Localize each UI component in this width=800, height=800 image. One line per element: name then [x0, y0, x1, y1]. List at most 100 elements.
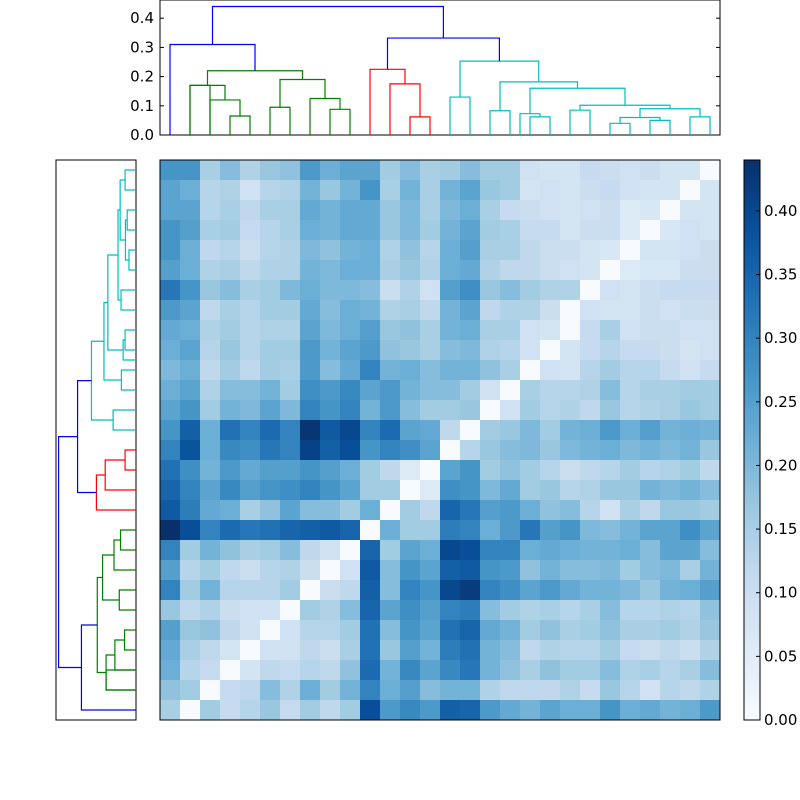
heatmap-cell — [620, 200, 641, 221]
heatmap-cell — [260, 680, 281, 701]
heatmap-cell — [420, 700, 441, 721]
heatmap-cell — [240, 220, 261, 241]
heatmap-cell — [260, 600, 281, 621]
heatmap-cell — [160, 420, 181, 441]
heatmap-cell — [160, 480, 181, 501]
heatmap-cell — [220, 500, 241, 521]
heatmap-cell — [180, 620, 201, 641]
heatmap-cell — [580, 180, 601, 201]
heatmap-cell — [640, 580, 661, 601]
heatmap-cell — [220, 220, 241, 241]
heatmap-cell — [660, 320, 681, 341]
heatmap-cell — [400, 320, 421, 341]
heatmap-cell — [180, 220, 201, 241]
heatmap-cell — [480, 380, 501, 401]
heatmap-cell — [180, 360, 201, 381]
heatmap-cell — [660, 400, 681, 421]
heatmap-cell — [240, 200, 261, 221]
heatmap-cell — [520, 580, 541, 601]
heatmap-cell — [320, 600, 341, 621]
heatmap-cell — [660, 620, 681, 641]
heatmap-cell — [400, 340, 421, 361]
heatmap-cell — [500, 360, 521, 381]
heatmap-cell — [220, 320, 241, 341]
heatmap-cell — [680, 320, 701, 341]
heatmap-cell — [700, 220, 721, 241]
heatmap-cell — [400, 520, 421, 541]
heatmap-cell — [320, 400, 341, 421]
heatmap-cell — [200, 260, 221, 281]
heatmap-cell — [580, 340, 601, 361]
heatmap-cell — [320, 420, 341, 441]
heatmap-cell — [240, 180, 261, 201]
dendrogram-link — [57, 436, 82, 669]
heatmap-cell — [360, 500, 381, 521]
heatmap-cell — [640, 240, 661, 261]
heatmap-cell — [620, 540, 641, 561]
heatmap-cell — [600, 460, 621, 481]
heatmap-cell — [640, 340, 661, 361]
heatmap-cell — [440, 220, 461, 241]
heatmap-cell — [600, 540, 621, 561]
heatmap-cell — [440, 660, 461, 681]
heatmap-cell — [480, 500, 501, 521]
heatmap-cell — [560, 180, 581, 201]
heatmap-cell — [300, 320, 321, 341]
heatmap-cell — [600, 340, 621, 361]
heatmap-cell — [160, 680, 181, 701]
heatmap-cell — [600, 180, 621, 201]
heatmap-cell — [460, 580, 481, 601]
heatmap-cell — [620, 580, 641, 601]
heatmap-cell — [240, 660, 261, 681]
heatmap-cell — [360, 280, 381, 301]
heatmap-cell — [300, 480, 321, 501]
heatmap-cell — [620, 480, 641, 501]
heatmap-cell — [340, 580, 361, 601]
heatmap-cell — [160, 440, 181, 461]
heatmap-cell — [200, 660, 221, 681]
heatmap-cell — [240, 480, 261, 501]
heatmap-cell — [360, 420, 381, 441]
heatmap-cell — [500, 300, 521, 321]
heatmap-cell — [460, 240, 481, 261]
heatmap-cell — [200, 240, 221, 261]
heatmap-cell — [460, 300, 481, 321]
heatmap-cell — [460, 360, 481, 381]
heatmap-cell — [500, 680, 521, 701]
heatmap-cell — [500, 620, 521, 641]
heatmap-cell — [380, 520, 401, 541]
heatmap-cell — [220, 540, 241, 561]
heatmap-cell — [520, 400, 541, 421]
heatmap-cell — [680, 500, 701, 521]
heatmap-cell — [300, 640, 321, 661]
heatmap-cell — [520, 220, 541, 241]
heatmap-cell — [500, 700, 521, 721]
heatmap-cell — [300, 700, 321, 721]
heatmap-cell — [160, 700, 181, 721]
heatmap-cell — [280, 340, 301, 361]
heatmap-cell — [460, 560, 481, 581]
heatmap-cell — [220, 360, 241, 381]
heatmap-cell — [280, 360, 301, 381]
heatmap-cell — [460, 700, 481, 721]
heatmap-cell — [520, 660, 541, 681]
heatmap-cell — [500, 260, 521, 281]
heatmap-cell — [240, 620, 261, 641]
heatmap-cell — [560, 640, 581, 661]
heatmap-cell — [240, 640, 261, 661]
heatmap-cell — [700, 620, 721, 641]
heatmap-cell — [640, 300, 661, 321]
heatmap-cell — [180, 280, 201, 301]
heatmap-cell — [440, 160, 461, 181]
heatmap-cell — [400, 680, 421, 701]
heatmap-cell — [460, 680, 481, 701]
heatmap-cell — [300, 280, 321, 301]
heatmap-cell — [540, 520, 561, 541]
heatmap-cell — [560, 700, 581, 721]
heatmap-cell — [380, 540, 401, 561]
heatmap-cell — [260, 520, 281, 541]
heatmap-cell — [500, 400, 521, 421]
